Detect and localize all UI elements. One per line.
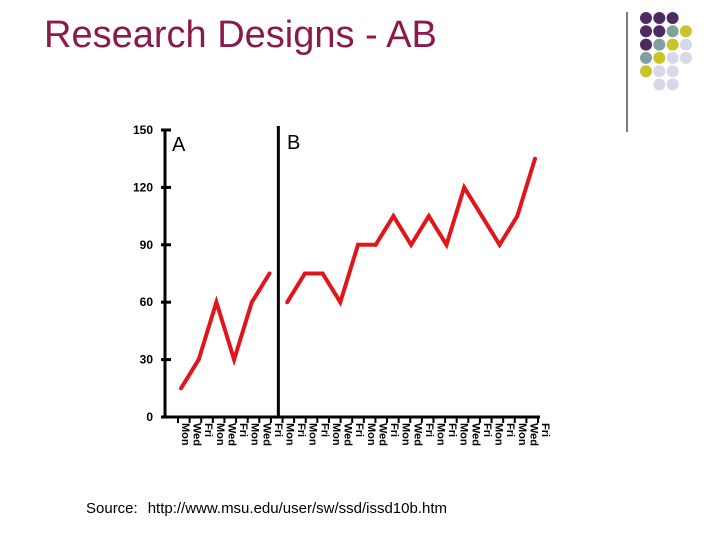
x-tick-label: Fri [237,423,249,437]
decorative-dot [666,12,679,24]
decorative-dot [640,25,652,38]
x-tick-label: Fri [295,423,307,437]
x-tick-label: Fri [202,423,214,437]
data-point [497,242,502,247]
x-tick-label: Mon [400,423,412,446]
x-axis: Mon Wed Fri Mon Wed Fri Mon Wed Fri Mon Fri Mon Fri M… [165,415,551,446]
decorative-dot [653,38,666,51]
decorative-dot [653,25,666,38]
data-point [479,214,484,219]
x-tick-label: Fri [318,423,330,437]
series-line-phase-a [179,272,272,390]
data-point [533,156,537,161]
data-point [426,214,431,219]
data-point [232,357,237,362]
source-citation: Source: http://www.msu.edu/user/sw/ssd/is… [86,500,447,517]
decorative-dot [666,78,679,91]
data-point [409,242,414,247]
x-tick-label: Fri [446,423,458,437]
decorative-dot [666,65,679,78]
data-point [320,271,325,276]
x-tick-label: Mon [249,423,261,446]
source-label: Source: [86,500,138,517]
x-tick-label: Mon [214,423,226,446]
x-tick-label: Wed [225,423,237,446]
data-point [356,242,360,247]
data-point [302,271,307,276]
x-tick-label: Mon [284,423,296,446]
data-point [462,185,467,190]
x-tick-label: Wed [342,423,354,446]
decorative-dot [640,12,652,24]
series-line-phase-b [285,158,537,308]
x-tick-label: Wed [376,423,388,446]
x-tick-label: Fri [423,423,435,437]
x-tick-label: Mon [458,423,470,446]
x-tick-label: Fri [504,423,516,437]
decorative-dot [679,38,692,51]
x-tick-label: Mon [330,423,342,446]
x-tick-label: Fri [481,423,493,437]
x-tick-label: Wed [469,423,481,446]
data-point [179,386,183,391]
decorative-dot [666,38,679,51]
x-tick-label: Mon [516,423,528,446]
decorative-dot [653,78,666,91]
data-point [444,242,449,247]
x-tick-label: Mon [365,423,377,446]
decorative-dot [679,51,692,64]
y-tick-label: 0 [146,410,153,424]
decorative-dot [653,12,666,24]
y-tick-label: 150 [133,123,153,137]
data-point [285,300,290,305]
source-url: http://www.msu.edu/user/sw/ssd/issd10b.h… [147,500,447,517]
data-point [196,357,201,362]
phase-label-a: A [172,134,186,156]
data-point [515,214,520,219]
x-tick-label: Wed [191,423,203,446]
slide-title: Research Designs - AB [44,14,437,56]
x-tick-label: Mon [307,423,319,446]
x-tick-label: Mon [434,423,446,446]
decorative-dot [679,25,692,38]
decorative-dot [640,51,652,64]
x-tick-label: Wed [411,423,423,446]
y-tick-label: 120 [133,180,153,194]
data-series [179,156,537,391]
x-tick-label: Fri [353,423,365,437]
data-point [391,214,396,219]
data-point [249,300,254,305]
x-tick-label: Wed [527,423,539,446]
decorative-dot [640,65,652,78]
x-tick-label: Fri [539,423,551,437]
x-tick-label: Mon [179,423,191,446]
decorative-dot [640,38,652,51]
y-tick-label: 60 [140,295,154,309]
decorative-dot [666,25,679,38]
data-point [214,300,219,305]
y-axis: 0 30 60 90 120 150 [133,123,171,424]
data-point [267,271,272,276]
decorative-dot [666,51,679,64]
y-tick-label: 90 [140,238,154,252]
data-point [338,300,343,305]
x-tick-label: Fri [272,423,284,437]
data-point [373,242,378,247]
decorative-dot [653,65,666,78]
decorative-dot [653,51,666,64]
phase-label-b: B [287,132,300,154]
x-tick-label: Wed [260,423,272,446]
y-tick-label: 30 [140,353,154,367]
x-tick-label: Fri [388,423,400,437]
x-tick-label: Mon [493,423,505,446]
